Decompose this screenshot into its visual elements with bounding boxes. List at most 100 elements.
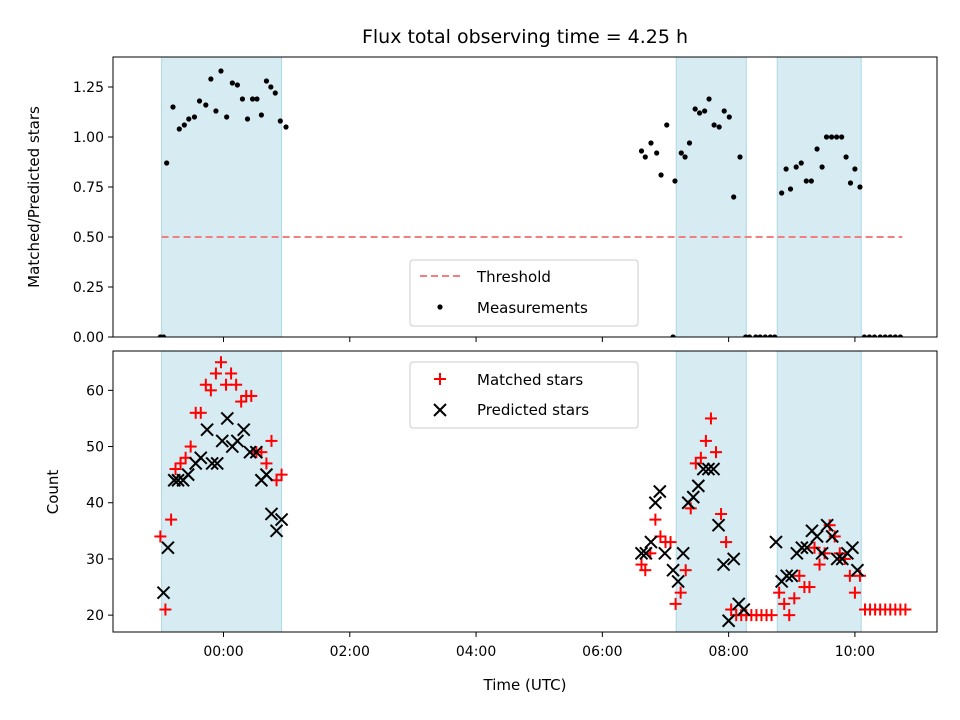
measurement-point [263,78,270,84]
bottom-y-tick-label: 60 [86,383,104,399]
measurement-point [857,184,863,190]
matched-star-point [803,581,816,594]
measurement-point [672,178,678,184]
measurement-point [157,334,163,337]
predicted-star-point [171,473,185,487]
predicted-star-point [243,445,257,459]
predicted-star-point [648,496,663,510]
predicted-star-point [795,540,809,555]
predicted-star-point [200,422,214,437]
predicted-star-point [815,546,829,561]
legend-predicted-swatch [433,403,447,417]
measurement-point [164,160,170,166]
top-legend: Threshold Measurements [409,259,639,327]
measurement-point [658,172,664,178]
predicted-star-point [785,569,799,583]
measurement-point [877,334,883,337]
measurement-point [258,112,264,118]
matched-star-point [260,457,273,470]
measurement-point [176,126,182,132]
top-y-tick-label: 1.00 [73,130,104,146]
legend-matched-label: Matched stars [477,371,583,389]
predicted-star-point [711,518,726,532]
measurement-point [648,140,654,146]
predicted-star-point [249,445,264,459]
predicted-star-point [737,602,751,617]
bottom-y-tick-label: 30 [86,552,104,568]
legend-measurements-label: Measurements [477,299,588,317]
predicted-star-point [230,434,245,448]
measurement-point [793,164,799,170]
measurement-point [670,334,676,337]
measurement-point [213,108,219,114]
predicted-star-point [800,540,814,555]
measurement-point [737,154,743,160]
legend-measurements-swatch [437,304,443,310]
predicted-star-point [701,462,716,476]
matched-star-point [169,463,182,476]
predicted-star-point [691,479,706,493]
measurement-point [696,110,703,116]
measurement-point [692,106,698,112]
predicted-star-point [259,467,274,482]
matched-star-point [265,434,278,447]
legend-threshold-label: Threshold [476,268,551,286]
predicted-star-point [780,569,794,583]
measurement-point [746,334,753,337]
measurement-point [272,90,278,96]
legend-matched-swatch [434,373,446,385]
measurement-point [887,334,893,337]
measurement-point [762,334,768,337]
measurement-point [229,80,235,86]
measurement-point [767,334,773,337]
matched-star-point [848,586,861,599]
predicted-star-point [686,490,700,504]
measurement-point [638,148,645,154]
predicted-star-point [658,546,672,561]
measurement-point [224,114,230,120]
x-tick-label: 08:00 [708,644,748,660]
matched-star-point [704,412,717,425]
measurement-point [711,122,717,128]
matched-star-point [154,530,167,543]
predicted-star-point [156,585,171,600]
predicted-star-point [210,456,224,471]
matched-star-point [184,440,197,453]
top-observing-span [776,57,862,337]
measurement-point [170,104,176,110]
measurement-point [686,140,693,146]
measurement-point [277,118,283,124]
measurement-point [702,108,708,114]
matched-star-point [174,457,187,470]
measurement-point [882,334,888,337]
measurement-point [897,334,903,337]
measurement-point [753,334,759,337]
predicted-star-point [721,614,736,628]
bottom-observing-span [776,351,862,632]
measurement-point [814,146,820,152]
bottom-y-axis-label: Count [44,470,62,515]
matched-star-point [669,597,682,610]
matched-star-point [793,569,806,582]
measurement-point [726,114,732,120]
top-axes-frame [112,56,938,338]
measurement-point [783,166,789,172]
measurement-point [866,334,873,337]
matched-star-point [765,609,778,622]
matched-star-point [725,603,738,616]
matched-star-point [159,603,172,616]
predicted-star-point [274,512,289,527]
predicted-star-point [220,411,234,426]
bottom-y-tick-label: 50 [86,440,104,456]
measurement-point [871,334,878,337]
bottom-plot-panel: 20 30 40 50 60 00:00 02:00 04:00 06:00 08:00 10:00 [86,350,938,660]
measurement-point [678,150,684,156]
measurement-point [196,98,203,104]
measurement-point [731,194,737,200]
measurement-point [244,116,251,122]
predicted-star-point [269,524,284,538]
measurement-point [706,96,712,102]
predicted-star-point [706,462,721,476]
matched-star-point [715,507,728,520]
measurement-point [716,124,722,130]
